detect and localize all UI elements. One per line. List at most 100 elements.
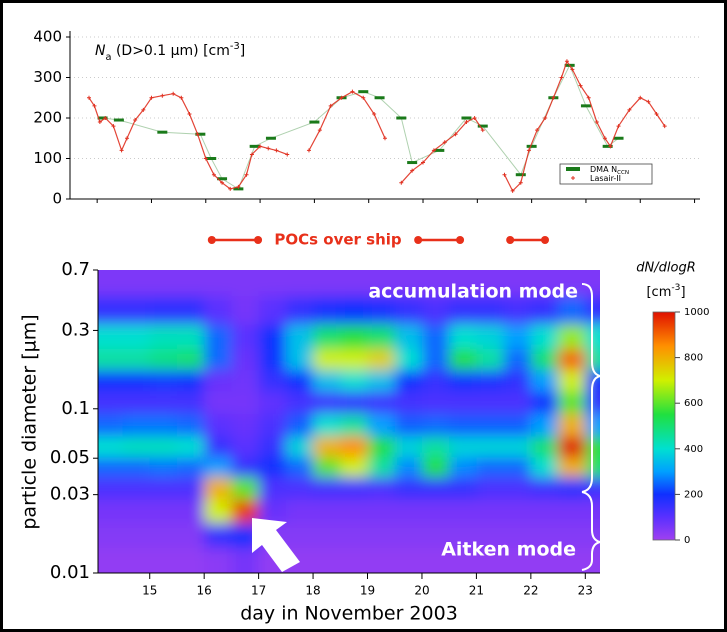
heatmap-cell <box>422 324 450 349</box>
y-axis-label: particle diameter [µm] <box>19 314 41 529</box>
y-tick-label: 100 <box>33 149 62 167</box>
heatmap-cell <box>204 477 232 500</box>
heatmap-cell <box>177 477 205 500</box>
heatmap-cell <box>504 477 532 500</box>
heatmap-cell <box>340 413 368 436</box>
heatmap-cell <box>123 413 151 436</box>
heatmap-cell <box>340 295 368 324</box>
heatmap-cell <box>504 370 532 392</box>
heatmap-cell <box>558 391 586 414</box>
heatmap-cell <box>395 523 423 548</box>
marker <box>581 104 591 107</box>
heatmap-cell <box>259 457 287 478</box>
heatmap-cell <box>231 477 259 500</box>
heatmap-cell <box>476 349 504 370</box>
heatmap-cell <box>558 370 586 392</box>
heatmap-cell <box>395 391 423 414</box>
heatmap-cell <box>368 457 396 478</box>
heatmap-cell <box>177 324 205 349</box>
marker <box>527 145 537 148</box>
heatmap-cell <box>259 436 287 457</box>
x-axis-label: day in November 2003 <box>240 603 458 625</box>
heatmap-cell <box>531 499 559 523</box>
heatmap-cell <box>395 457 423 478</box>
heatmap-cell <box>313 324 341 349</box>
heatmap-cell <box>286 391 314 414</box>
heatmap-cell <box>422 413 450 436</box>
heatmap-cell <box>558 457 586 478</box>
y-tick-label: 0.7 <box>61 259 90 280</box>
x-tick-label: 23 <box>578 584 593 598</box>
legend-marker <box>566 167 580 171</box>
heatmap-cell <box>204 349 232 370</box>
heatmap-cell <box>395 413 423 436</box>
colorbar-tick-label: 200 <box>684 489 703 500</box>
heatmap-cell <box>368 499 396 523</box>
heatmap-cell <box>476 413 504 436</box>
heatmap-cell <box>177 413 205 436</box>
y-tick-label: 0.1 <box>61 398 90 419</box>
colorbar-tick-label: 800 <box>684 353 703 364</box>
heatmap-cell <box>313 295 341 324</box>
x-tick-label: 15 <box>142 584 157 598</box>
heatmap-cell <box>123 349 151 370</box>
colorbar-tick-label: 1000 <box>684 307 709 318</box>
heatmap-cell <box>259 349 287 370</box>
heatmap-cell <box>476 436 504 457</box>
y-tick-label: 200 <box>33 109 62 127</box>
heatmap-cell <box>204 324 232 349</box>
y-tick-label: 0 <box>52 190 62 208</box>
heatmap-cell <box>368 349 396 370</box>
x-tick-label: 20 <box>414 584 429 598</box>
heatmap-cell <box>340 436 368 457</box>
heatmap-cell <box>313 370 341 392</box>
heatmap-cell <box>204 370 232 392</box>
heatmap-cell <box>449 370 477 392</box>
y-tick-label: 300 <box>33 68 62 86</box>
heatmap-cell <box>449 391 477 414</box>
heatmap-cell <box>123 324 151 349</box>
heatmap-cell <box>204 413 232 436</box>
heatmap-cell <box>558 349 586 370</box>
heatmap-cell <box>123 295 151 324</box>
heatmap-cell <box>204 436 232 457</box>
heatmap-cell <box>123 457 151 478</box>
heatmap-cell <box>395 349 423 370</box>
heatmap-cell <box>531 457 559 478</box>
heatmap-cell <box>531 436 559 457</box>
poc-endpoint <box>506 236 514 244</box>
colorbar-tick-label: 400 <box>684 444 703 455</box>
marker <box>375 96 385 99</box>
marker <box>516 173 526 176</box>
text-part: ] <box>240 43 245 59</box>
heatmap-cell <box>286 295 314 324</box>
heatmap-cell <box>395 324 423 349</box>
heatmap-cell <box>177 436 205 457</box>
heatmap-cell <box>231 391 259 414</box>
text-part: DMA N <box>590 165 617 174</box>
heatmap-cell <box>231 349 259 370</box>
heatmap-cell <box>313 499 341 523</box>
heatmap-cell <box>449 436 477 457</box>
heatmap-cell <box>150 523 178 548</box>
heatmap-cell <box>286 499 314 523</box>
heatmap-cell <box>476 391 504 414</box>
colorbar-tick-label: 0 <box>684 535 690 546</box>
marker <box>396 117 406 120</box>
poc-endpoint <box>254 236 262 244</box>
heatmap-cell <box>449 499 477 523</box>
heatmap-cell <box>286 477 314 500</box>
heatmap-cell <box>340 391 368 414</box>
heatmap-cell <box>340 349 368 370</box>
colorbar <box>653 312 675 540</box>
heatmap-cell <box>177 349 205 370</box>
heatmap-cell <box>204 457 232 478</box>
heatmap-cell <box>177 295 205 324</box>
heatmap-cell <box>123 523 151 548</box>
marker <box>407 161 417 164</box>
text-part: (D>0.1 μm) [cm <box>112 43 230 59</box>
heatmap-cell <box>504 413 532 436</box>
heatmap-cell <box>123 499 151 523</box>
heatmap-cell <box>422 499 450 523</box>
heatmap-cell <box>395 436 423 457</box>
